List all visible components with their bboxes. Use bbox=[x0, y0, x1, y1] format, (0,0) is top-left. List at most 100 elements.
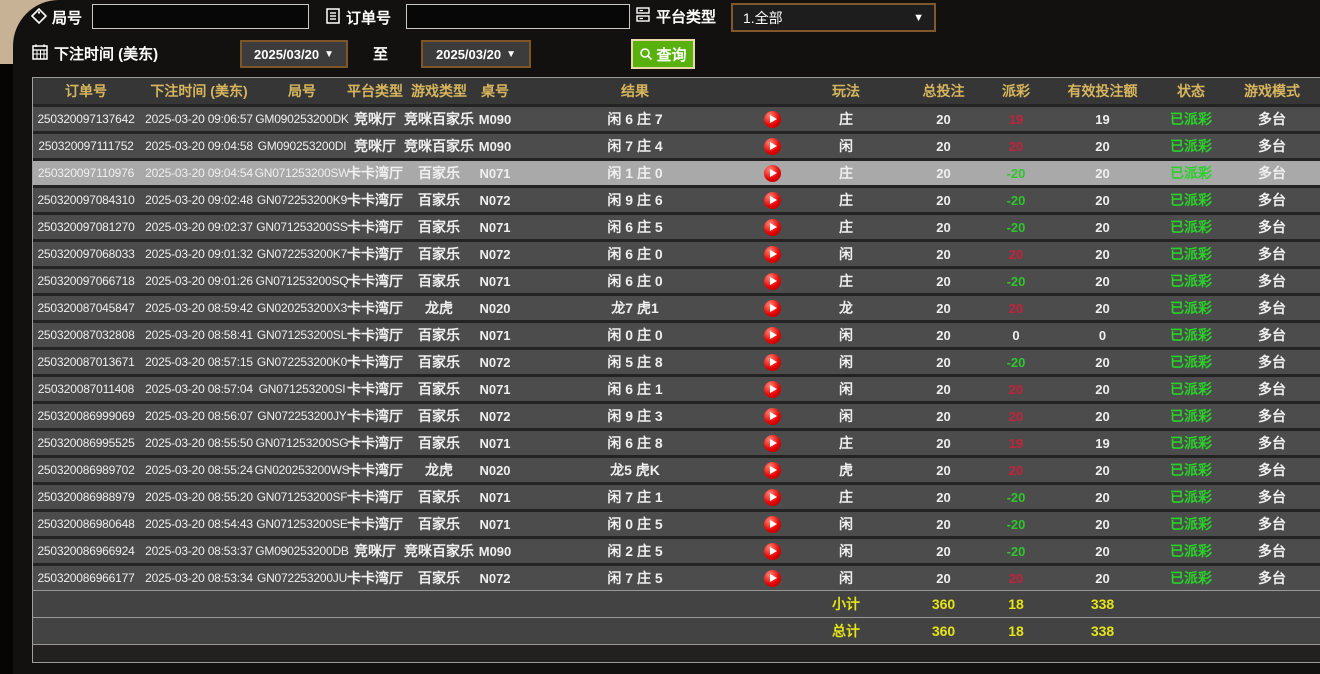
play-icon[interactable] bbox=[763, 191, 781, 209]
platform-select[interactable]: 1.全部 ▼ bbox=[731, 3, 936, 32]
cell-bet-time: 2025-03-20 09:02:37 bbox=[145, 220, 253, 234]
table-row[interactable]: 250320086966177 2025-03-20 08:53:34 GN0722… bbox=[33, 563, 1320, 590]
cell-bet-time: 2025-03-20 09:04:54 bbox=[145, 166, 253, 180]
date-from-picker[interactable]: 2025/03/20 ▼ bbox=[240, 40, 348, 68]
cell-game-mode: 多台 bbox=[1258, 246, 1286, 262]
cell-game-mode: 多台 bbox=[1258, 381, 1286, 397]
list-icon bbox=[326, 8, 340, 24]
table-row[interactable]: 250320086980648 2025-03-20 08:54:43 GN0712… bbox=[33, 509, 1320, 536]
cell-order: 250320086988979 bbox=[37, 490, 135, 504]
play-icon[interactable] bbox=[763, 326, 781, 344]
column-header: 派彩 bbox=[1002, 83, 1030, 99]
cell-table-no: N071 bbox=[479, 489, 511, 505]
cell-payout: 19 bbox=[1008, 111, 1024, 127]
grandtotal-row: 总计 360 18 338 bbox=[33, 617, 1320, 644]
table-row[interactable]: 250320097081270 2025-03-20 09:02:37 GN0712… bbox=[33, 212, 1320, 239]
cell-result: 闲 7 庄 5 bbox=[607, 570, 663, 586]
cell-bet-type: 闲 bbox=[839, 408, 853, 424]
table-row[interactable]: 250320097137642 2025-03-20 09:06:57 GM0902… bbox=[33, 104, 1320, 131]
grandtotal-row-spacer bbox=[33, 618, 139, 644]
play-icon[interactable] bbox=[763, 569, 781, 587]
cell-bet-time: 2025-03-20 08:53:37 bbox=[145, 544, 253, 558]
table-row[interactable]: 250320086988979 2025-03-20 08:55:20 GN0712… bbox=[33, 482, 1320, 509]
cell-status: 已派彩 bbox=[1170, 435, 1212, 451]
play-icon[interactable] bbox=[763, 542, 781, 560]
cell-round: GN071253200SF bbox=[256, 490, 348, 504]
cell-replay bbox=[753, 107, 791, 131]
play-icon[interactable] bbox=[763, 218, 781, 236]
table-row[interactable]: 250320097066718 2025-03-20 09:01:26 GN0712… bbox=[33, 266, 1320, 293]
column-header: 游戏模式 bbox=[1244, 83, 1300, 99]
table-row[interactable]: 250320087011408 2025-03-20 08:57:04 GN0712… bbox=[33, 374, 1320, 401]
play-icon[interactable] bbox=[763, 515, 781, 533]
cell-bet-time: 2025-03-20 09:02:48 bbox=[145, 193, 253, 207]
column-header: 游戏类型 bbox=[411, 83, 467, 99]
play-icon[interactable] bbox=[763, 461, 781, 479]
cell-bet-type: 虎 bbox=[839, 462, 853, 478]
cell-order: 250320086980648 bbox=[37, 517, 135, 531]
table-row[interactable]: 250320097068033 2025-03-20 09:01:32 GN0722… bbox=[33, 239, 1320, 266]
cell-replay bbox=[753, 215, 791, 239]
play-icon[interactable] bbox=[763, 434, 781, 452]
cell-total-bet: 20 bbox=[936, 408, 951, 424]
cell-valid-bet: 20 bbox=[1095, 165, 1110, 181]
play-icon[interactable] bbox=[763, 299, 781, 317]
cell-bet-type: 庄 bbox=[839, 435, 853, 451]
cell-total-bet: 20 bbox=[936, 462, 951, 478]
column-header: 平台类型 bbox=[347, 83, 403, 99]
cell-bet-type: 庄 bbox=[839, 489, 853, 505]
query-button[interactable]: 查询 bbox=[631, 39, 695, 69]
play-icon[interactable] bbox=[763, 164, 781, 182]
cell-round: GM090253200DI bbox=[257, 139, 347, 153]
play-icon[interactable] bbox=[763, 407, 781, 425]
cell-result: 闲 0 庄 5 bbox=[607, 516, 663, 532]
play-icon[interactable] bbox=[763, 380, 781, 398]
round-input[interactable] bbox=[92, 4, 309, 29]
chevron-down-icon: ▼ bbox=[913, 11, 924, 24]
cell-platform: 卡卡湾厅 bbox=[347, 273, 403, 289]
cell-round: GN071253200SS bbox=[256, 220, 348, 234]
date-to-picker[interactable]: 2025/03/20 ▼ bbox=[421, 40, 531, 68]
cell-order: 250320097066718 bbox=[37, 274, 135, 288]
play-icon[interactable] bbox=[763, 353, 781, 371]
cell-status: 已派彩 bbox=[1170, 381, 1212, 397]
table-row[interactable]: 250320086966924 2025-03-20 08:53:37 GM0902… bbox=[33, 536, 1320, 563]
cell-payout: 20 bbox=[1008, 462, 1024, 478]
subtotal-row-spacer bbox=[405, 591, 473, 617]
table-row[interactable]: 250320087032808 2025-03-20 08:58:41 GN0712… bbox=[33, 320, 1320, 347]
cell-bet-time: 2025-03-20 09:06:57 bbox=[145, 112, 253, 126]
table-row[interactable]: 250320086995525 2025-03-20 08:55:50 GN0712… bbox=[33, 428, 1320, 455]
table-row[interactable]: 250320097084310 2025-03-20 09:02:48 GN0722… bbox=[33, 185, 1320, 212]
date-to-value: 2025/03/20 bbox=[436, 46, 502, 62]
table-row[interactable]: 250320087013671 2025-03-20 08:57:15 GN0722… bbox=[33, 347, 1320, 374]
cell-game-type: 百家乐 bbox=[418, 165, 460, 181]
cell-payout: 19 bbox=[1008, 435, 1024, 451]
table-row[interactable]: 250320086989702 2025-03-20 08:55:24 GN0202… bbox=[33, 455, 1320, 482]
order-input[interactable] bbox=[406, 4, 630, 29]
play-icon[interactable] bbox=[763, 245, 781, 263]
table-row[interactable]: 250320086999069 2025-03-20 08:56:07 GN0722… bbox=[33, 401, 1320, 428]
cell-game-mode: 多台 bbox=[1258, 462, 1286, 478]
cell-bet-type: 闲 bbox=[839, 354, 853, 370]
cell-platform: 卡卡湾厅 bbox=[347, 192, 403, 208]
play-icon[interactable] bbox=[763, 272, 781, 290]
cell-bet-type: 庄 bbox=[839, 111, 853, 127]
cell-payout: -20 bbox=[1006, 219, 1026, 235]
table-row[interactable]: 250320097111752 2025-03-20 09:04:58 GM0902… bbox=[33, 131, 1320, 158]
play-icon[interactable] bbox=[763, 488, 781, 506]
play-icon[interactable] bbox=[763, 137, 781, 155]
table-row[interactable]: 250320087045847 2025-03-20 08:59:42 GN0202… bbox=[33, 293, 1320, 320]
cell-game-mode: 多台 bbox=[1258, 300, 1286, 316]
cell-order: 250320086999069 bbox=[37, 409, 135, 423]
cell-bet-type: 庄 bbox=[839, 192, 853, 208]
cell-bet-time: 2025-03-20 08:57:04 bbox=[145, 382, 253, 396]
left-edge-strip bbox=[0, 64, 13, 674]
cell-replay bbox=[753, 566, 791, 590]
cell-bet-type: 闲 bbox=[839, 138, 853, 154]
play-icon[interactable] bbox=[763, 110, 781, 128]
server-list-icon bbox=[636, 7, 650, 22]
cell-platform: 卡卡湾厅 bbox=[347, 165, 403, 181]
subtotal-row-spacer bbox=[139, 591, 259, 617]
table-row[interactable]: 250320097110976 2025-03-20 09:04:54 GN0712… bbox=[33, 158, 1320, 185]
cell-game-mode: 多台 bbox=[1258, 570, 1286, 586]
